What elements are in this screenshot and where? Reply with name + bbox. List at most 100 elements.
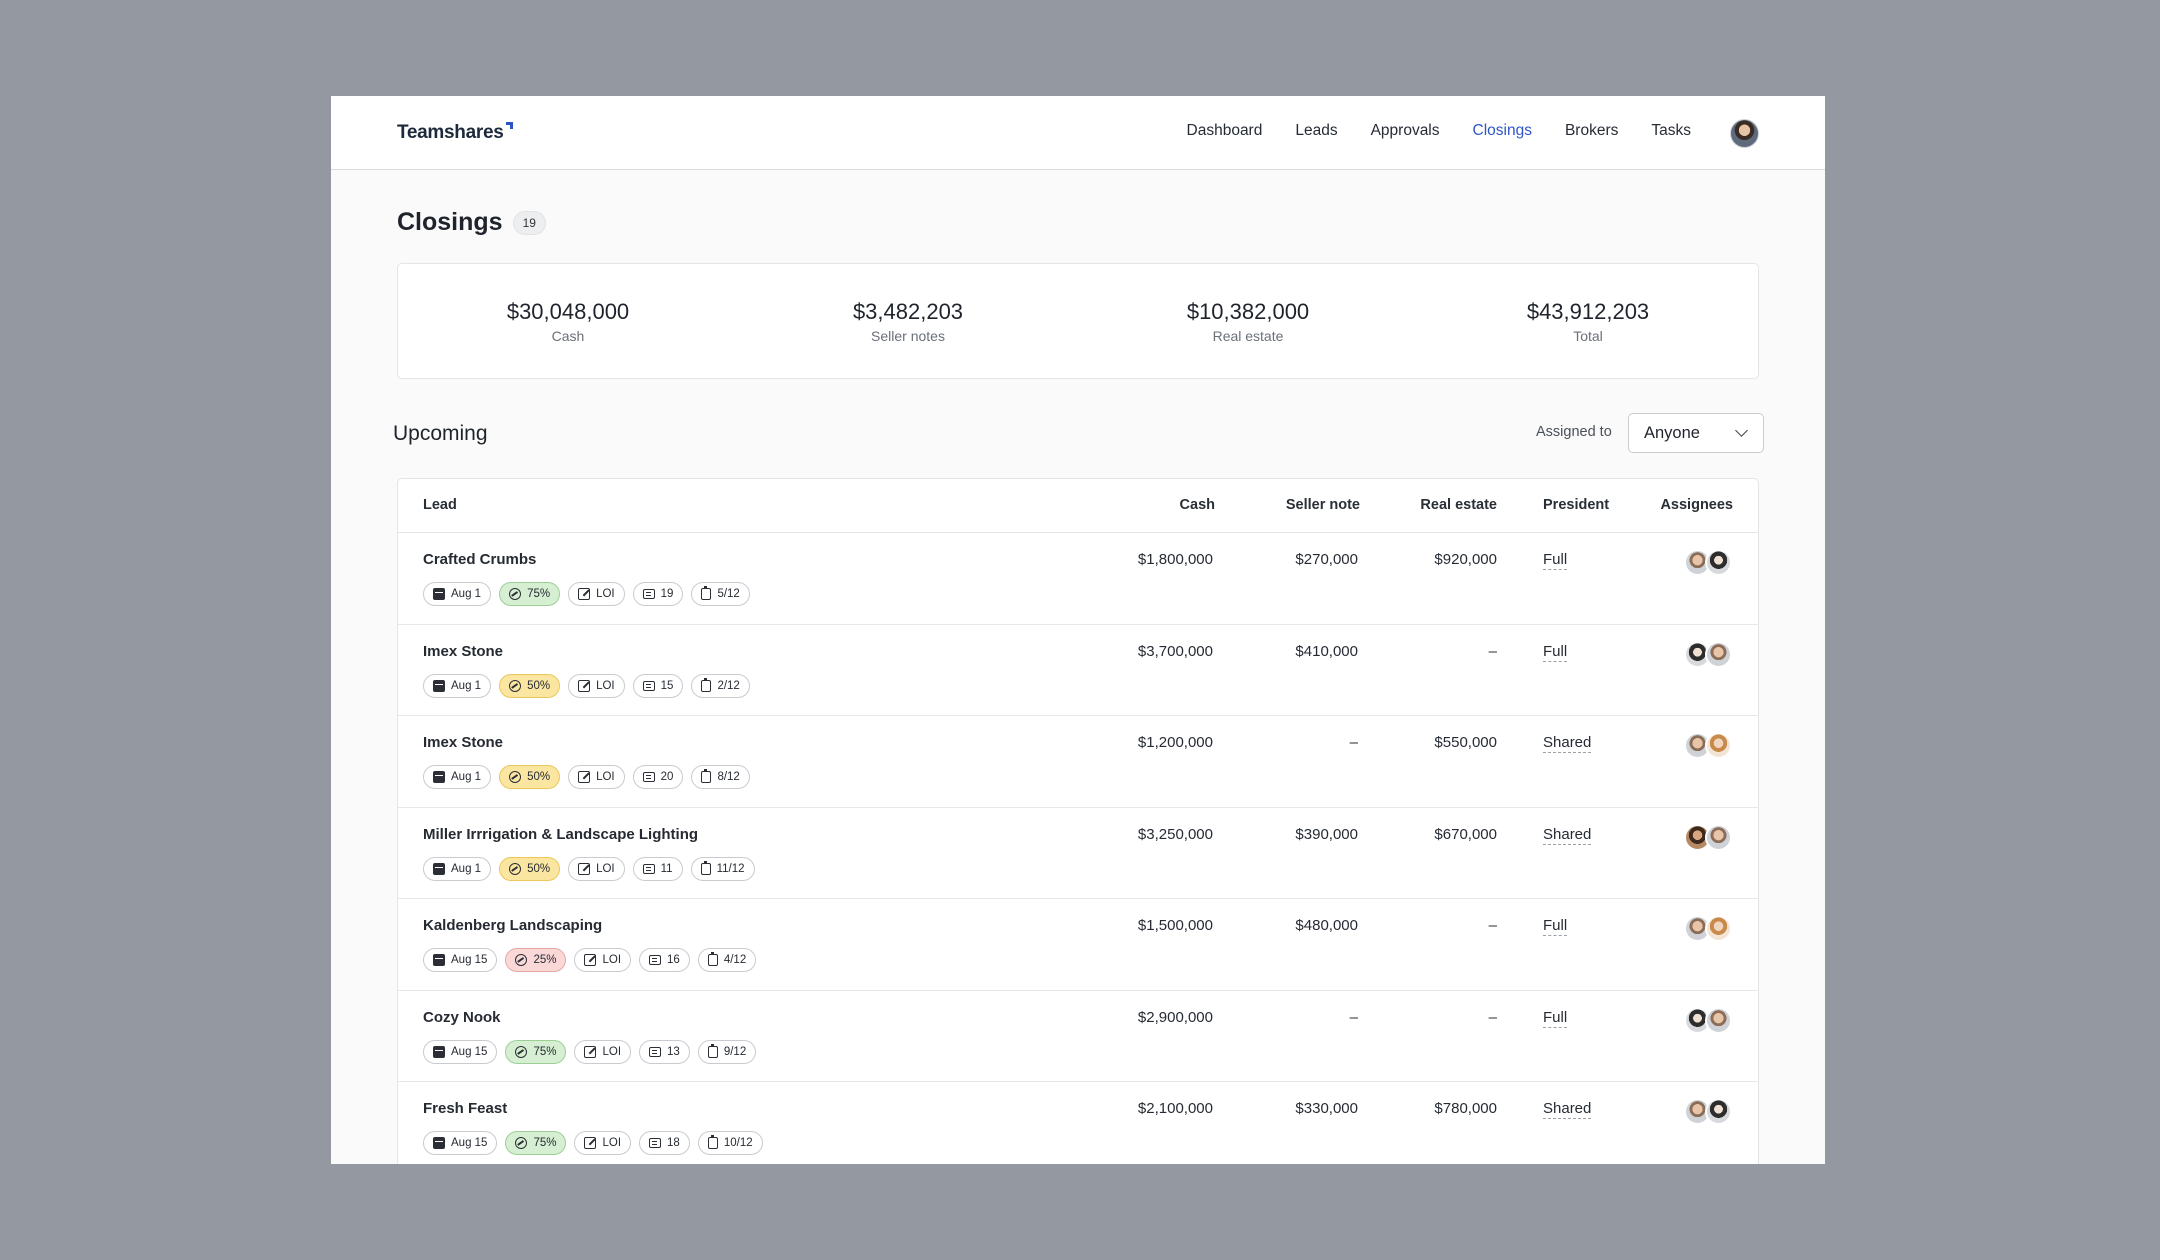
avatar[interactable] [1705, 1006, 1732, 1034]
lead-name[interactable]: Imex Stone [423, 642, 504, 660]
metric-value: $10,382,000 [1186, 298, 1310, 324]
assignee-avatars[interactable] [1684, 640, 1732, 668]
date-text: Aug 1 [451, 679, 482, 692]
president-value[interactable]: Shared [1543, 825, 1592, 845]
metric-label: Seller notes [871, 327, 945, 344]
comments-tag[interactable]: 15 [632, 673, 684, 698]
president-value[interactable]: Full [1543, 917, 1568, 936]
assignee-avatars[interactable] [1684, 1098, 1732, 1125]
nav-brokers[interactable]: Brokers [1564, 122, 1619, 139]
tasks-tag[interactable]: 5/12 [691, 582, 750, 606]
loi-tag[interactable]: LOI [568, 765, 625, 789]
avatar[interactable] [1684, 915, 1711, 942]
lead-name[interactable]: Miller Irrrigation & Landscape Lighting [423, 825, 699, 843]
table-row[interactable]: Cozy Nook Aug 15 75% LOI 13 9/12 $2,900,000 – – F… [398, 991, 1758, 1082]
avatar[interactable] [1705, 915, 1732, 942]
table-row[interactable]: Crafted Crumbs Aug 1 75% LOI 19 5/12 $1,800,00… [398, 533, 1758, 625]
assignee-select[interactable]: Anyone [1628, 413, 1764, 453]
comments-tag[interactable]: 13 [639, 1039, 690, 1064]
nav-dashboard[interactable]: Dashboard [1186, 122, 1263, 139]
assignee-avatars[interactable] [1684, 732, 1732, 759]
lead-name[interactable]: Crafted Crumbs [423, 551, 537, 568]
avatar[interactable] [1705, 732, 1732, 759]
real-estate-value: – [1488, 917, 1497, 934]
comments-count: 19 [660, 588, 674, 600]
assignee-avatars[interactable] [1684, 915, 1732, 942]
handshake-icon [509, 862, 522, 875]
table-body: Crafted Crumbs Aug 1 75% LOI 19 5/12 $1,800,00… [398, 533, 1758, 1164]
comments-tag[interactable]: 20 [632, 765, 684, 789]
table-row[interactable]: Fresh Feast Aug 15 75% LOI 18 10/12 $2,100,000… [398, 1082, 1758, 1164]
loi-tag[interactable]: LOI [568, 582, 625, 606]
assignee-avatars[interactable] [1684, 823, 1732, 851]
loi-text: LOI [596, 771, 615, 783]
nav-tasks[interactable]: Tasks [1651, 122, 1691, 139]
comment-icon [649, 1046, 662, 1057]
cash-value: $1,500,000 [1137, 917, 1213, 934]
comments-tag[interactable]: 16 [639, 948, 690, 972]
col-cash[interactable]: Cash [1179, 497, 1215, 513]
metric-label: Real estate [1212, 327, 1284, 344]
president-value[interactable]: Full [1543, 642, 1568, 662]
count-badge: 19 [512, 210, 546, 235]
nav-approvals[interactable]: Approvals [1370, 122, 1440, 139]
col-assignees[interactable]: Assignees [1660, 497, 1733, 513]
avatar[interactable] [1705, 823, 1732, 851]
comments-tag[interactable]: 19 [632, 582, 684, 606]
tasks-tag[interactable]: 11/12 [690, 856, 755, 881]
loi-text: LOI [602, 1137, 622, 1149]
loi-tag[interactable]: LOI [574, 1131, 632, 1155]
metric-value: $3,482,203 [852, 298, 964, 324]
table-row[interactable]: Miller Irrrigation & Landscape Lighting A… [398, 808, 1758, 899]
loi-tag[interactable]: LOI [568, 856, 625, 881]
lead-name[interactable]: Kaldenberg Landscaping [423, 917, 603, 934]
user-avatar[interactable] [1730, 119, 1759, 148]
tasks-tag[interactable]: 10/12 [697, 1131, 763, 1155]
loi-tag[interactable]: LOI [568, 673, 625, 698]
cash-value: $3,700,000 [1137, 642, 1213, 660]
loi-text: LOI [596, 679, 615, 692]
table-row[interactable]: Imex Stone Aug 1 50% LOI 20 8/12 $1,200,000 – $5… [398, 716, 1758, 808]
comment-icon [642, 680, 655, 691]
comments-tag[interactable]: 11 [632, 856, 683, 881]
loi-tag[interactable]: LOI [574, 1039, 632, 1064]
avatar[interactable] [1705, 1098, 1732, 1125]
col-president[interactable]: President [1543, 497, 1610, 513]
lead-tags: Aug 1 50% LOI 11 11/12 [423, 856, 755, 881]
table-row[interactable]: Imex Stone Aug 1 50% LOI 15 2/12 $3,700,000 $41… [398, 625, 1758, 716]
brand-logo[interactable]: Teamshares [397, 122, 513, 144]
cash-value: $1,200,000 [1137, 734, 1213, 751]
assignee-select-value: Anyone [1644, 424, 1700, 442]
president-value[interactable]: Full [1543, 551, 1568, 570]
table-row[interactable]: Kaldenberg Landscaping Aug 15 25% LOI 16 4/12… [398, 899, 1758, 991]
date-tag: Aug 1 [423, 765, 492, 789]
assignee-avatars[interactable] [1684, 1006, 1732, 1034]
tasks-tag[interactable]: 2/12 [691, 673, 750, 698]
president-value[interactable]: Shared [1543, 1100, 1592, 1119]
tasks-count: 4/12 [723, 954, 747, 966]
clipboard-icon [701, 769, 712, 783]
assignee-avatars[interactable] [1684, 549, 1732, 576]
loi-tag[interactable]: LOI [574, 948, 632, 972]
tasks-tag[interactable]: 4/12 [697, 948, 757, 972]
calendar-icon [433, 1045, 445, 1058]
col-real-estate[interactable]: Real estate [1420, 497, 1497, 513]
lead-name[interactable]: Cozy Nook [423, 1008, 501, 1026]
lead-name[interactable]: Imex Stone [423, 734, 504, 751]
tasks-tag[interactable]: 9/12 [697, 1039, 757, 1064]
tasks-tag[interactable]: 8/12 [691, 765, 750, 789]
comments-count: 20 [660, 771, 674, 783]
president-value[interactable]: Shared [1543, 734, 1592, 753]
president-value[interactable]: Full [1543, 1008, 1568, 1028]
comments-tag[interactable]: 18 [639, 1131, 690, 1155]
nav-closings[interactable]: Closings [1472, 122, 1532, 139]
avatar[interactable] [1705, 549, 1732, 576]
col-lead[interactable]: Lead [423, 497, 457, 513]
nav-leads[interactable]: Leads [1295, 122, 1338, 139]
avatar[interactable] [1705, 640, 1732, 668]
cash-value: $3,250,000 [1137, 825, 1213, 843]
lead-name[interactable]: Fresh Feast [423, 1100, 508, 1117]
clipboard-icon [707, 1135, 718, 1149]
col-seller-note[interactable]: Seller note [1285, 497, 1360, 513]
logo-mark-icon [505, 122, 513, 129]
